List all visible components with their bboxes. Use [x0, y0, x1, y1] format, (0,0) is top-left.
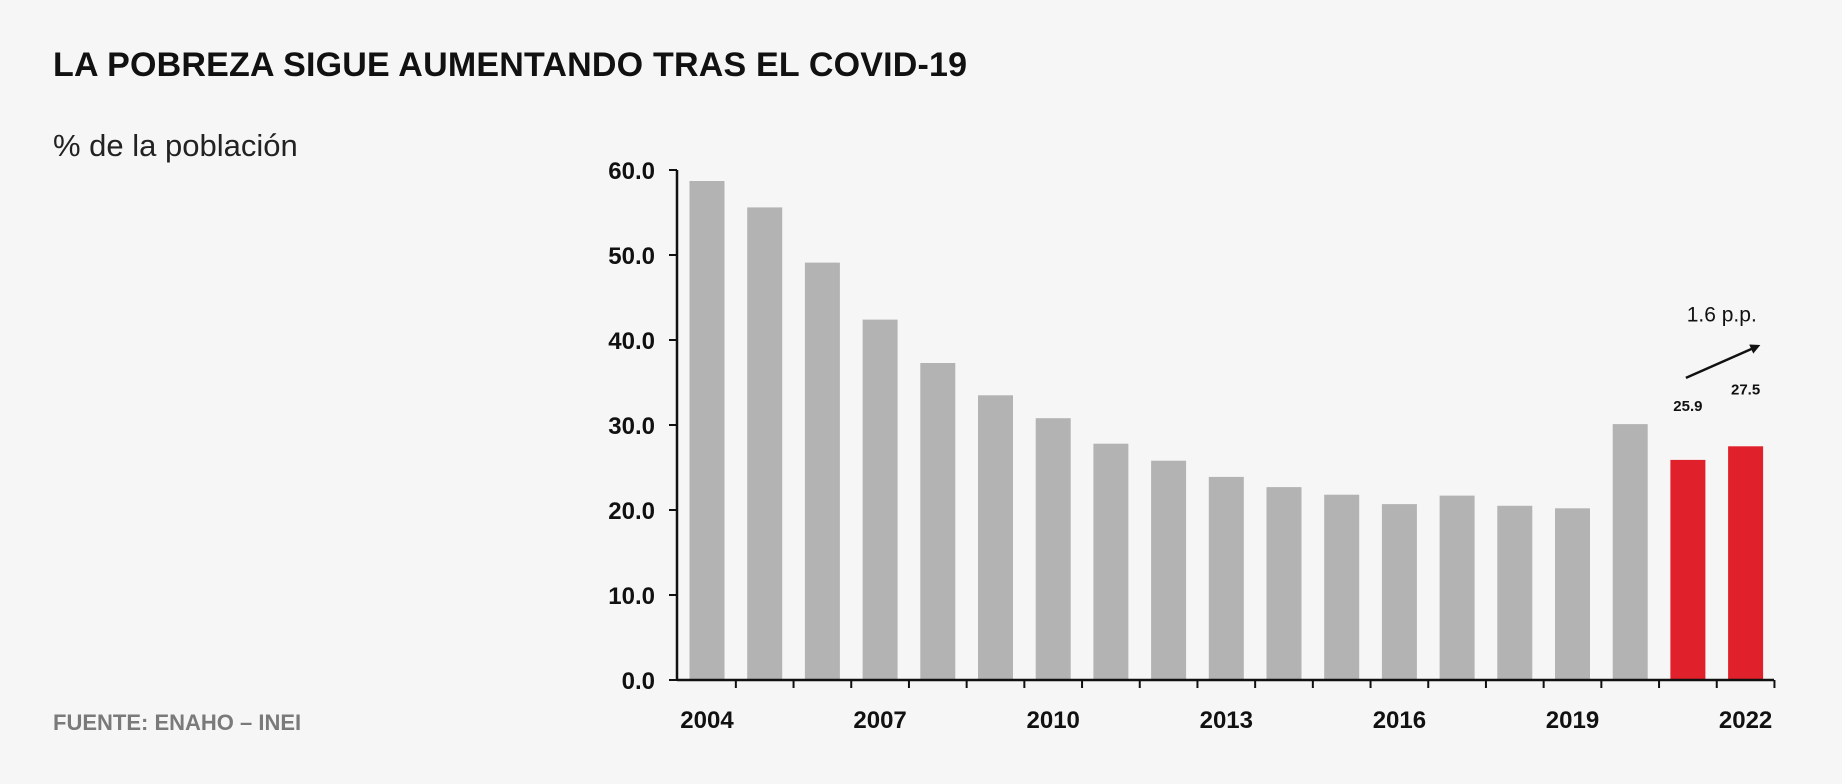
- chart-subtitle: % de la población: [53, 128, 298, 163]
- x-tick-label: 2013: [1200, 707, 1253, 734]
- bar-2008: [920, 363, 956, 680]
- bar-2015: [1324, 494, 1360, 680]
- bar-2014: [1266, 487, 1302, 680]
- x-tick-label: 2007: [853, 707, 906, 734]
- labels-group: 0.0 10.0 20.0 30.0 40.0 50.0 60.0 2004 2007 2010 2…: [608, 158, 1772, 734]
- axes-group: [669, 169, 1776, 688]
- bar-2011: [1093, 443, 1129, 680]
- x-tick-label: 2004: [680, 707, 734, 734]
- bar-2005: [747, 207, 783, 680]
- bar-2010: [1035, 418, 1071, 680]
- bar-2007: [862, 319, 898, 680]
- bar-2021: [1670, 459, 1706, 680]
- bar-2004: [689, 181, 725, 680]
- source-note: FUENTE: ENAHO – INEI: [53, 710, 302, 735]
- x-tick-label: 2010: [1027, 707, 1080, 734]
- y-tick-label: 30.0: [608, 413, 655, 440]
- bar-2016: [1381, 504, 1417, 680]
- bar-2020: [1612, 424, 1648, 680]
- bars-group: [689, 181, 1764, 681]
- data-label-2022: 27.5: [1731, 381, 1760, 398]
- x-tick-label: 2019: [1546, 707, 1599, 734]
- chart-title: LA POBREZA SIGUE AUMENTANDO TRAS EL COVI…: [53, 46, 968, 84]
- bar-2013: [1208, 476, 1244, 680]
- bar-2019: [1555, 508, 1590, 680]
- y-tick-label: 50.0: [608, 243, 655, 270]
- y-tick-label: 60.0: [608, 158, 655, 185]
- x-tick-label: 2022: [1719, 707, 1772, 734]
- bar-2009: [978, 395, 1013, 681]
- x-tick-label: 2016: [1373, 707, 1426, 734]
- bar-2017: [1439, 495, 1475, 680]
- bar-2006: [804, 262, 840, 680]
- bar-2012: [1151, 460, 1187, 680]
- annotation-label: 1.6 p.p.: [1687, 303, 1757, 326]
- bar-2022: [1728, 446, 1764, 681]
- y-tick-label: 0.0: [622, 668, 655, 695]
- y-tick-label: 40.0: [608, 328, 655, 355]
- bar-2018: [1497, 505, 1533, 681]
- data-label-2021: 25.9: [1673, 398, 1702, 415]
- y-tick-label: 10.0: [608, 583, 655, 610]
- y-tick-label: 20.0: [608, 498, 655, 525]
- annotation-arrow: [1685, 344, 1761, 379]
